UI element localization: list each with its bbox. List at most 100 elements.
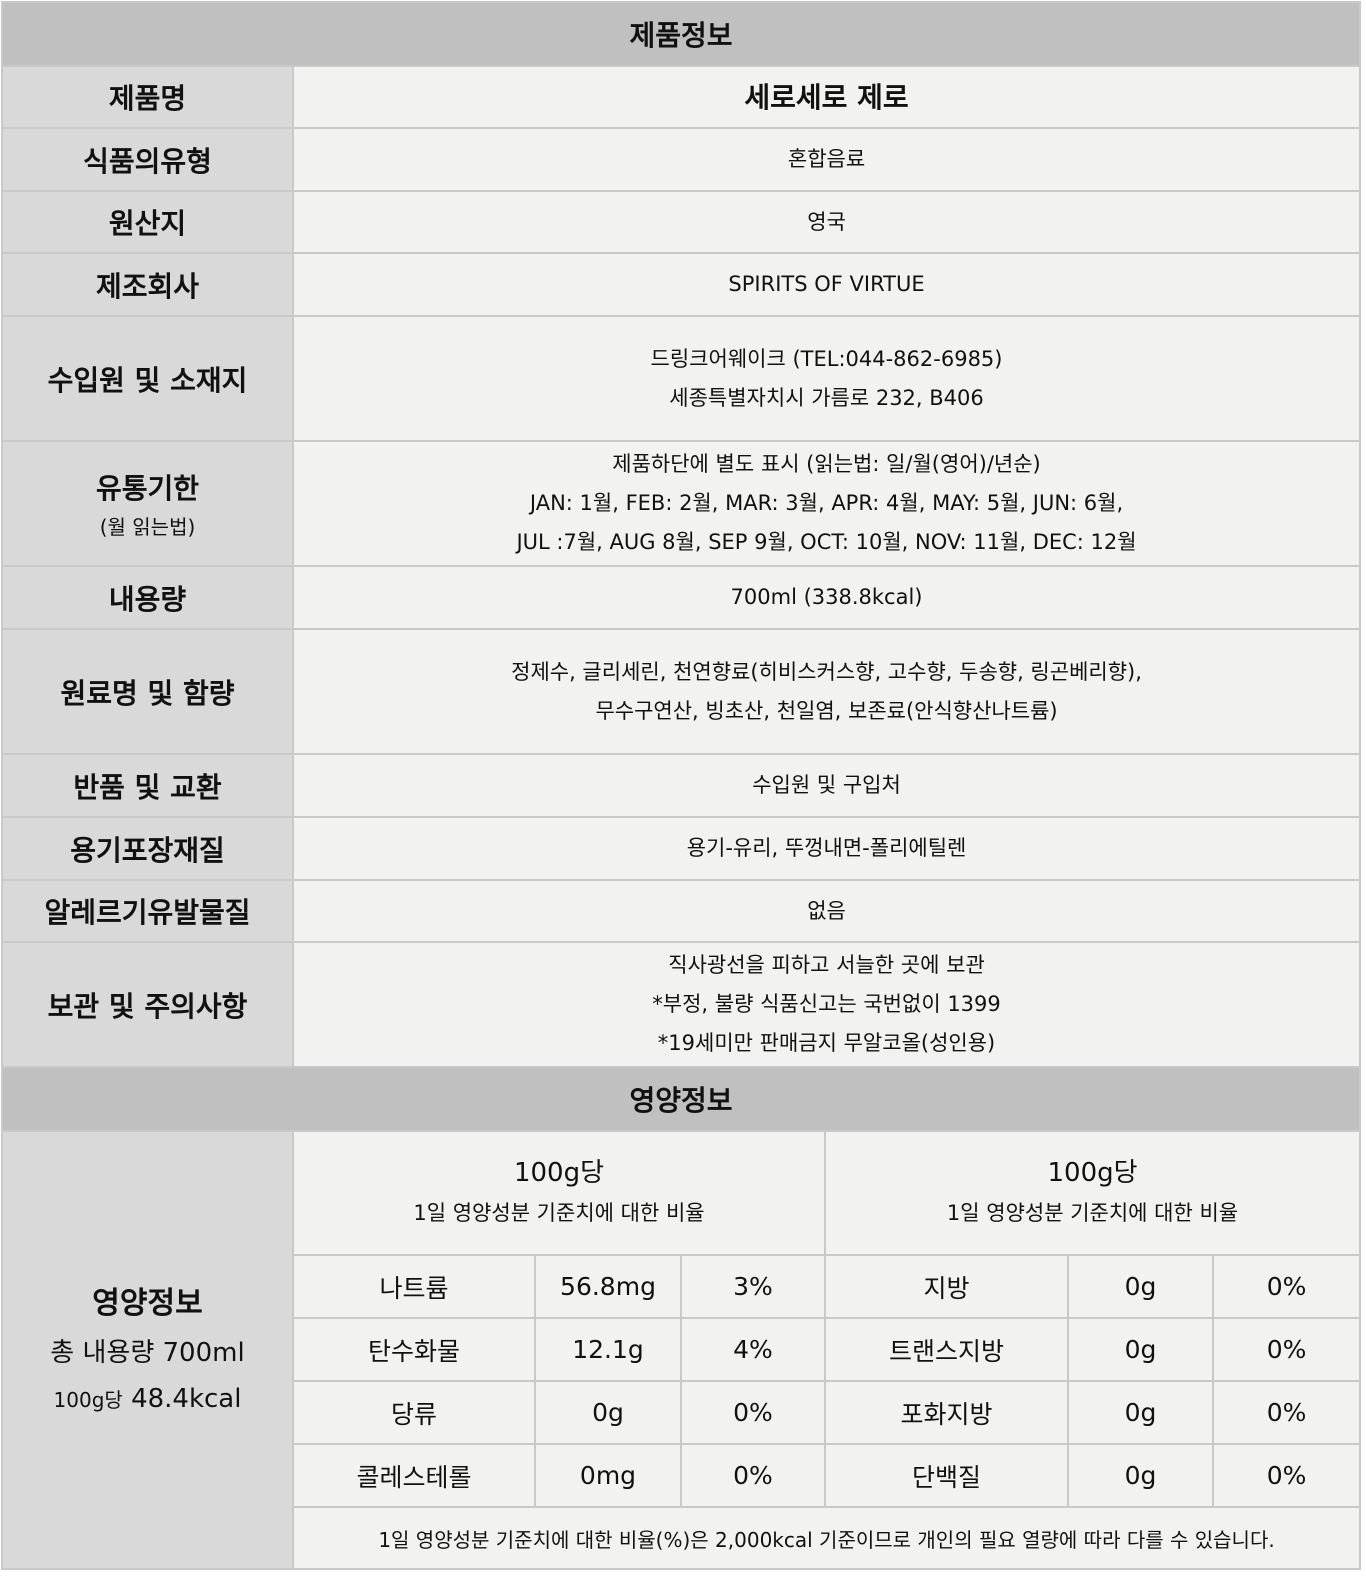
row-value-line: 직사광선을 피하고 서늘한 곳에 보관 (668, 953, 985, 977)
info-row: 보관 및 주의사항 직사광선을 피하고 서늘한 곳에 보관 *부정, 불량 식품신고… (1, 941, 1362, 1068)
info-row: 제조회사 SPIRITS OF VIRTUE (1, 252, 1362, 317)
row-label-text: 제조회사 (95, 269, 200, 303)
nutrient-amount: 0g (1067, 1380, 1214, 1445)
row-value-line: SPIRITS OF VIRTUE (728, 272, 925, 296)
info-row: 원산지 영국 (1, 190, 1362, 254)
row-label: 원산지 (1, 190, 294, 254)
nutrient-amount: 0g (1067, 1254, 1214, 1319)
nutrition-footnote: 1일 영양성분 기준치에 대한 비율(%)은 2,000kcal 기준이므로 개… (291, 1506, 1362, 1570)
nutrient-amount: 0g (1067, 1443, 1214, 1508)
nutrient-row: 탄수화물 12.1g 4% 트랜스지방 0g 0% (2, 1317, 1362, 1382)
info-row: 내용량 700ml (338.8kcal) (1, 565, 1362, 630)
nutrient-name: 포화지방 (824, 1380, 1069, 1445)
nutrition-kcal: 48.4kcal (131, 1383, 242, 1414)
nutrient-pct: 0% (1211, 1380, 1362, 1445)
row-label-text: 내용량 (108, 582, 187, 616)
row-value-line: 무수구연산, 빙초산, 천일염, 보존료(안식향산나트륨) (595, 698, 1058, 723)
row-value: SPIRITS OF VIRTUE (291, 252, 1362, 317)
nutrition-col-header-left: 100g당 1일 영양성분 기준치에 대한 비율 (292, 1130, 826, 1256)
nutrient-amount: 56.8mg (534, 1254, 682, 1319)
row-value-line: 수입원 및 구입처 (752, 773, 901, 797)
row-label-text: 원산지 (108, 207, 187, 240)
row-label-text: 제품명 (108, 82, 187, 115)
per-label: 100g당 (1047, 1158, 1138, 1188)
nutrient-name: 탄수화물 (292, 1317, 536, 1382)
row-value-line: 혼합음료 (787, 147, 866, 171)
row-value: 혼합음료 (291, 127, 1362, 192)
row-label: 제품명 (1, 65, 294, 129)
nutrient-pct: 0% (1211, 1254, 1362, 1319)
row-value-line: 드링크어웨이크 (TEL:044-862-6985) (650, 346, 1003, 371)
nutrition-heading: 영양정보 (0, 1066, 1362, 1132)
row-value-line: 정제수, 글리세린, 천연향료(히비스커스향, 고수향, 두송향, 링곤베리향)… (511, 659, 1142, 684)
row-value-line: *부정, 불량 식품신고는 국번없이 1399 (652, 992, 1001, 1016)
row-label: 식품의유형 (1, 127, 294, 192)
nutrient-row: 당류 0g 0% 포화지방 0g 0% (2, 1380, 1362, 1445)
row-label: 제조회사 (1, 252, 294, 317)
nutrient-amount: 12.1g (534, 1317, 682, 1382)
row-label-text: 원료명 및 함량 (60, 676, 235, 710)
nutrient-name: 나트륨 (292, 1254, 536, 1319)
nutrition-col-header-right: 100g당 1일 영양성분 기준치에 대한 비율 (823, 1130, 1362, 1256)
info-row: 제품명 세로세로 제로 (1, 65, 1362, 129)
nutrient-row: 콜레스테롤 0mg 0% 단백질 0g 0% (2, 1443, 1362, 1508)
row-label-text: 유통기한 (95, 472, 200, 505)
row-value: 세로세로 제로 (291, 65, 1362, 129)
info-row: 반품 및 교환 수입원 및 구입처 (1, 753, 1362, 818)
row-value-line: 제품하단에 별도 표시 (읽는법: 일/월(영어)/년순) (612, 452, 1041, 476)
row-label: 보관 및 주의사항 (1, 941, 294, 1068)
info-row: 수입원 및 소재지 드링크어웨이크 (TEL:044-862-6985) 세종특별자… (1, 315, 1362, 442)
nutrient-pct: 0% (680, 1443, 826, 1508)
row-label-text: 알레르기유발물질 (44, 896, 251, 929)
nutrition-per-prefix: 100g당 (53, 1387, 123, 1412)
row-label-text: 보관 및 주의사항 (47, 989, 248, 1023)
row-value: 드링크어웨이크 (TEL:044-862-6985) 세종특별자치시 가름로 23… (291, 315, 1362, 442)
nutrition-summary: 영양정보 총 내용량 700ml 100g당 48.4kcal (1, 1130, 294, 1570)
per-desc: 1일 영양성분 기준치에 대한 비율 (946, 1201, 1239, 1225)
nutrient-pct: 4% (680, 1317, 826, 1382)
nutrient-pct: 0% (680, 1380, 826, 1445)
nutrition-total: 총 내용량 700ml (50, 1337, 245, 1368)
nutrient-pct: 0% (1211, 1443, 1362, 1508)
nutrient-name: 트랜스지방 (824, 1317, 1069, 1382)
info-row: 용기포장재질 용기-유리, 뚜껑내면-폴리에틸렌 (1, 816, 1362, 881)
row-value-line: *19세미만 판매금지 무알코올(성인용) (657, 1031, 996, 1055)
nutrient-amount: 0mg (534, 1443, 682, 1508)
row-value: 수입원 및 구입처 (291, 753, 1362, 818)
nutrient-name: 단백질 (824, 1443, 1069, 1508)
nutrient-pct: 3% (680, 1254, 826, 1319)
nutrient-pct: 0% (1211, 1317, 1362, 1382)
row-value: 700ml (338.8kcal) (291, 565, 1362, 630)
nutrient-row: 나트륨 56.8mg 3% 지방 0g 0% (2, 1254, 1362, 1319)
nutrient-amount: 0g (1067, 1317, 1214, 1382)
row-label-text: 용기포장재질 (70, 833, 225, 867)
row-value-line: JAN: 1월, FEB: 2월, MAR: 3월, APR: 4월, MAY:… (529, 491, 1124, 515)
row-value-line: JUL :7월, AUG 8월, SEP 9월, OCT: 10월, NOV: … (516, 530, 1137, 554)
row-value: 정제수, 글리세린, 천연향료(히비스커스향, 고수향, 두송향, 링곤베리향)… (291, 628, 1362, 755)
product-info-heading: 제품정보 (0, 1, 1362, 67)
row-value-line: 영국 (807, 209, 846, 234)
row-value: 용기-유리, 뚜껑내면-폴리에틸렌 (291, 816, 1362, 881)
row-value-line: 700ml (338.8kcal) (730, 585, 923, 609)
row-sublabel: (월 읽는법) (99, 515, 196, 539)
row-value-line: 없음 (807, 898, 846, 923)
nutrient-amount: 0g (534, 1380, 682, 1445)
info-row: 원료명 및 함량 정제수, 글리세린, 천연향료(히비스커스향, 고수향, 두송향… (1, 628, 1362, 755)
info-row: 알레르기유발물질 없음 (1, 879, 1362, 943)
row-value: 없음 (291, 879, 1362, 943)
row-label: 알레르기유발물질 (1, 879, 294, 943)
row-label-text: 식품의유형 (83, 144, 212, 178)
row-value-line: 용기-유리, 뚜껑내면-폴리에틸렌 (686, 836, 967, 860)
row-label: 수입원 및 소재지 (1, 315, 294, 442)
nutrient-name: 콜레스테롤 (292, 1443, 536, 1508)
row-label: 내용량 (1, 565, 294, 630)
info-row: 유통기한 (월 읽는법) 제품하단에 별도 표시 (읽는법: 일/월(영어)/년순)… (1, 440, 1362, 567)
per-label: 100g당 (513, 1158, 605, 1188)
row-label-text: 수입원 및 소재지 (47, 363, 248, 397)
row-label: 유통기한 (월 읽는법) (1, 440, 294, 567)
row-value: 직사광선을 피하고 서늘한 곳에 보관 *부정, 불량 식품신고는 국번없이 13… (291, 941, 1362, 1068)
row-value: 영국 (291, 190, 1362, 254)
per-desc: 1일 영양성분 기준치에 대한 비율 (413, 1201, 705, 1225)
row-label: 원료명 및 함량 (1, 628, 294, 755)
